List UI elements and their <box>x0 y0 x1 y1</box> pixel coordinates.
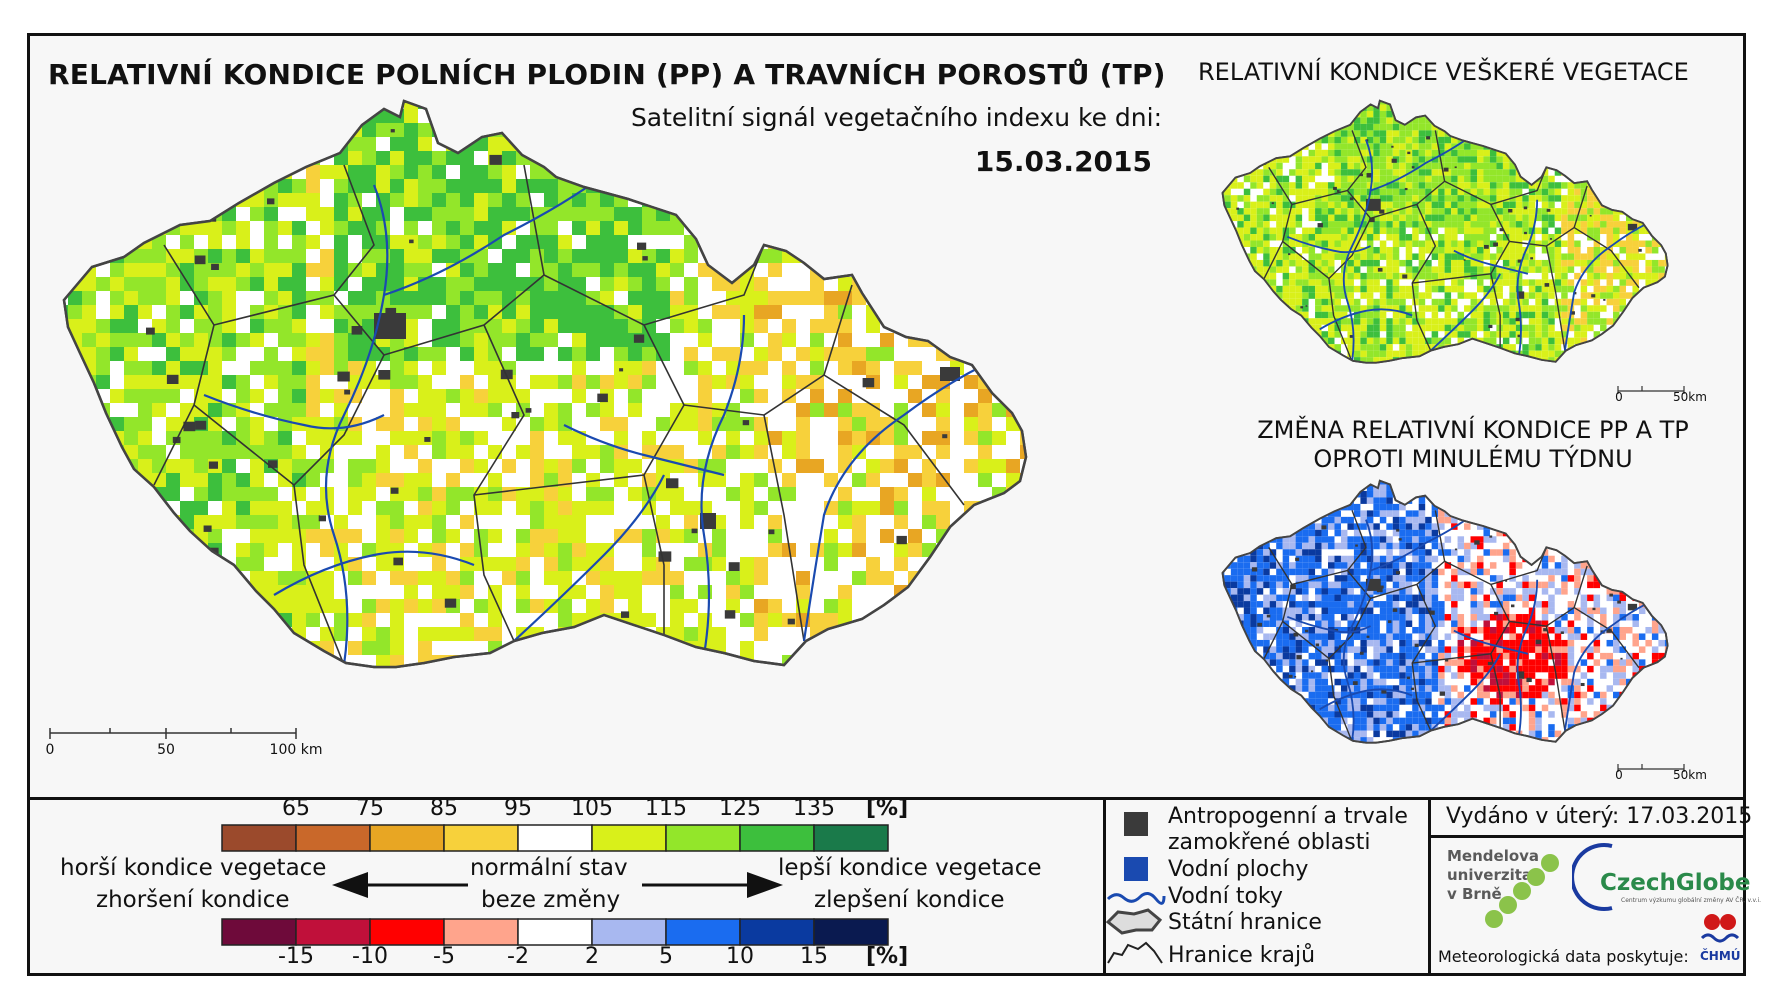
legend-top-tick-4: 105 <box>571 796 613 821</box>
main-title: RELATIVNÍ KONDICE POLNÍCH PLODIN (PP) A … <box>48 58 1166 91</box>
scalebar-main-50: 50 <box>157 742 175 758</box>
legend-top-swatch-8 <box>813 824 889 852</box>
legend-bottom-tick-0: -15 <box>278 944 314 969</box>
issued-date: Vydáno v úterý: 17.03.2015 <box>1446 804 1753 829</box>
legend-top-swatch-3 <box>443 824 519 852</box>
legend-top-tick-1: 75 <box>356 796 384 821</box>
czechglobe-logo-text: CzechGlobe <box>1600 870 1751 896</box>
water-area-swatch <box>1124 857 1148 881</box>
scalebar-veg-0: 0 <box>1615 390 1623 404</box>
state-border-symbol-icon <box>1105 908 1163 935</box>
legend-top-swatch-7 <box>739 824 815 852</box>
state-border-label: Státní hranice <box>1168 910 1322 935</box>
scalebar-veg-50: 50km <box>1673 390 1707 404</box>
water-areas-label: Vodní plochy <box>1168 857 1309 882</box>
scalebar-main <box>49 728 297 739</box>
rivers-label: Vodní toky <box>1168 884 1283 909</box>
region-border-label: Hranice krajů <box>1168 943 1316 968</box>
date-label: 15.03.2015 <box>974 145 1152 178</box>
meteo-data-provider: Meteorologická data poskytuje: <box>1438 947 1689 966</box>
region-borders <box>153 164 965 666</box>
legend-normal-label: normální stav <box>470 855 628 881</box>
scalebar-chg-50: 50km <box>1673 768 1707 782</box>
legend-top-tick-7: 135 <box>793 796 835 821</box>
legend-top-swatch-5 <box>591 824 667 852</box>
symbol-divider <box>1103 797 1106 976</box>
change-map-title: ZMĚNA RELATIVNÍ KONDICE PP A TP OPROTI M… <box>1257 416 1689 473</box>
legend-nochange-label: beze změny <box>481 887 621 913</box>
region-border-symbol-icon <box>1107 941 1163 964</box>
legend-bottom-tick-5: 5 <box>659 944 673 969</box>
scalebar-main-0: 0 <box>45 742 55 758</box>
legend-bottom-swatch-2 <box>369 918 445 946</box>
legend-worse-label: horší kondice vegetace <box>60 855 327 881</box>
czechglobe-subtitle: Centrum výzkumu globální změny AV ČR, v.… <box>1621 897 1762 904</box>
legend-top-tick-3: 95 <box>504 796 532 821</box>
legend-condition-bar <box>221 824 889 852</box>
legend-top-tick-5: 115 <box>645 796 687 821</box>
legend-top-swatch-1 <box>295 824 371 852</box>
legend-top-tick-6: 125 <box>719 796 761 821</box>
legend-better-label: lepší kondice vegetace <box>778 855 1042 881</box>
legend-bottom-swatch-5 <box>591 918 667 946</box>
arrow-left-icon <box>332 872 468 898</box>
chmu-logo-icon <box>1700 914 1740 943</box>
legend-top-swatch-0 <box>221 824 297 852</box>
legend-bottom-tick-3: -2 <box>507 944 529 969</box>
legend-top-swatch-6 <box>665 824 741 852</box>
legend-bottom-swatch-4 <box>517 918 593 946</box>
legend-change-bar <box>221 918 889 946</box>
legend-bottom-tick-7: 15 <box>800 944 828 969</box>
legend-top-tick-0: 65 <box>282 796 310 821</box>
vegetation-map-title: RELATIVNÍ KONDICE VEŠKERÉ VEGETACE <box>1198 58 1689 86</box>
legend-top-tick-2: 85 <box>430 796 458 821</box>
state-border-line <box>62 99 1028 669</box>
antropogenic-label-1: Antropogenní a trvale <box>1168 804 1408 829</box>
legend-bottom-swatch-0 <box>221 918 297 946</box>
czechglobe-logo-icon <box>1572 843 1613 911</box>
legend-top-unit: [%] <box>866 796 909 821</box>
issued-divider <box>1428 835 1746 838</box>
legend-bottom-swatch-7 <box>739 918 815 946</box>
legend-bottom-tick-1: -10 <box>352 944 388 969</box>
chmu-logo-text: ČHMÚ <box>1700 949 1741 963</box>
legend-bottom-tick-2: -5 <box>433 944 455 969</box>
vegetation-condition-map <box>1221 99 1669 364</box>
legend-bottom-swatch-1 <box>295 918 371 946</box>
legend-worse-change-label: zhoršení kondice <box>96 887 290 913</box>
legend-bottom-tick-4: 2 <box>585 944 599 969</box>
legend-bottom-swatch-3 <box>443 918 519 946</box>
scalebar-veg <box>1617 386 1685 394</box>
river-symbol-icon <box>1106 892 1166 905</box>
legend-bottom-swatch-8 <box>813 918 889 946</box>
scalebar-main-100: 100 km <box>269 742 323 758</box>
main-condition-map <box>62 99 1028 669</box>
subtitle: Satelitní signál vegetačního indexu ke d… <box>630 103 1162 132</box>
legend-bottom-swatch-6 <box>665 918 741 946</box>
legend-top-swatch-2 <box>369 824 445 852</box>
scalebar-chg <box>1617 764 1685 772</box>
arrow-right-icon <box>642 872 783 898</box>
footer-divider <box>1428 797 1431 976</box>
antropogenic-swatch <box>1124 812 1148 836</box>
legend-bottom-tick-6: 10 <box>726 944 754 969</box>
rivers <box>203 174 985 666</box>
legend-better-change-label: zlepšení kondice <box>814 887 1005 913</box>
legend-divider <box>27 797 1746 800</box>
antropogenic-label-2: zamokřené oblasti <box>1168 830 1371 855</box>
change-condition-map <box>1221 479 1669 744</box>
scalebar-chg-0: 0 <box>1615 768 1623 782</box>
mendel-logo-icon <box>1485 854 1559 928</box>
legend-top-swatch-4 <box>517 824 593 852</box>
mendel-logo-text: Mendelova univerzita v Brně <box>1447 847 1540 903</box>
legend-bottom-unit: [%] <box>866 944 909 969</box>
